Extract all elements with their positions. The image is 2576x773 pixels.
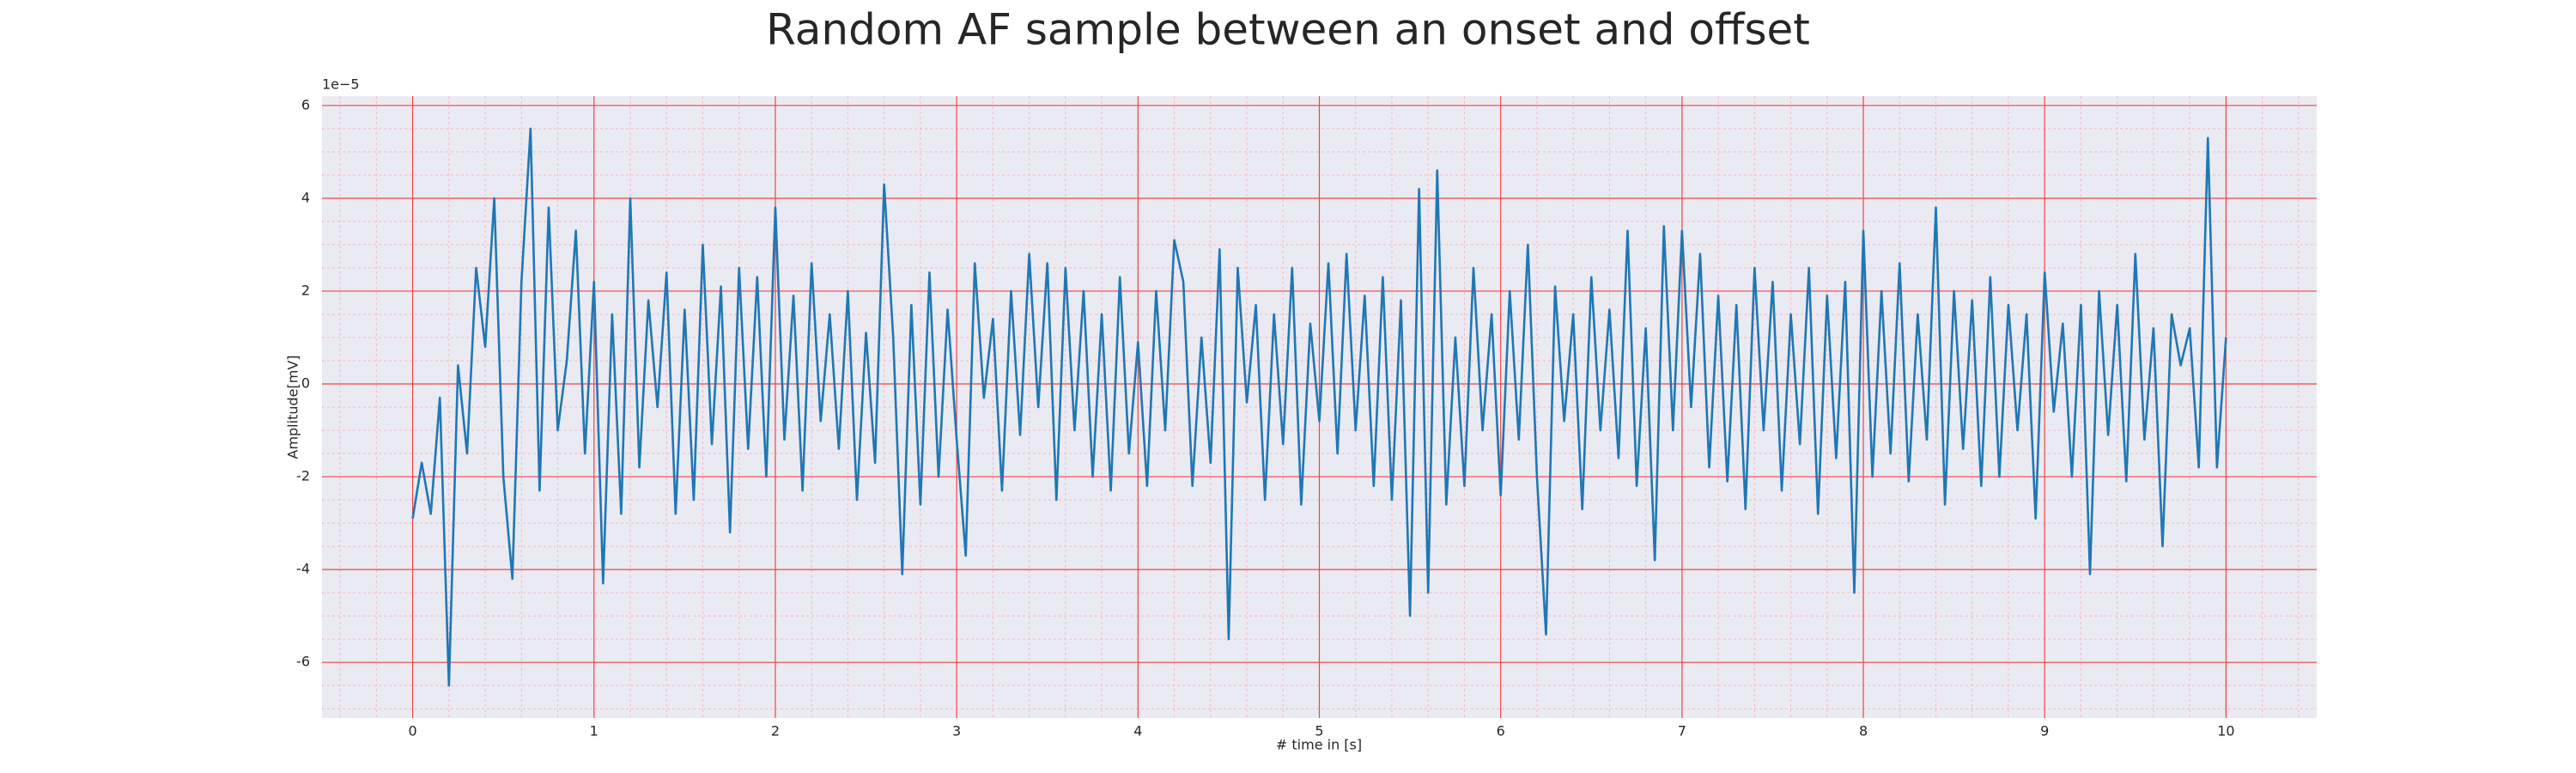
x-tick-label: 10	[2217, 723, 2234, 740]
y-offset-label: 1e−5	[322, 76, 360, 93]
x-tick-label: 9	[2040, 723, 2049, 740]
chart-title: Random AF sample between an onset and of…	[766, 5, 1810, 55]
x-tick-label: 4	[1133, 723, 1142, 740]
x-tick-label: 8	[1859, 723, 1868, 740]
signal-line	[411, 127, 2227, 687]
y-tick-label: 2	[301, 282, 310, 298]
x-tick-label: 3	[952, 723, 961, 740]
y-tick-label: 4	[301, 189, 310, 205]
x-tick-label: 5	[1315, 723, 1323, 740]
y-tick-label: 0	[301, 374, 310, 391]
y-axis-label: Amplitude[mV]	[285, 355, 301, 459]
x-tick-label: 7	[1678, 723, 1686, 740]
y-tick-label: -2	[296, 468, 310, 484]
y-tick-label: -6	[296, 654, 310, 670]
y-tick-label: -4	[296, 561, 310, 577]
x-tick-label: 6	[1497, 723, 1505, 740]
x-axis-label: # time in [s]	[1276, 737, 1362, 753]
x-tick-label: 1	[590, 723, 598, 740]
x-tick-label: 0	[408, 723, 416, 740]
y-tick-label: 6	[301, 96, 310, 113]
x-tick-label: 2	[771, 723, 780, 740]
